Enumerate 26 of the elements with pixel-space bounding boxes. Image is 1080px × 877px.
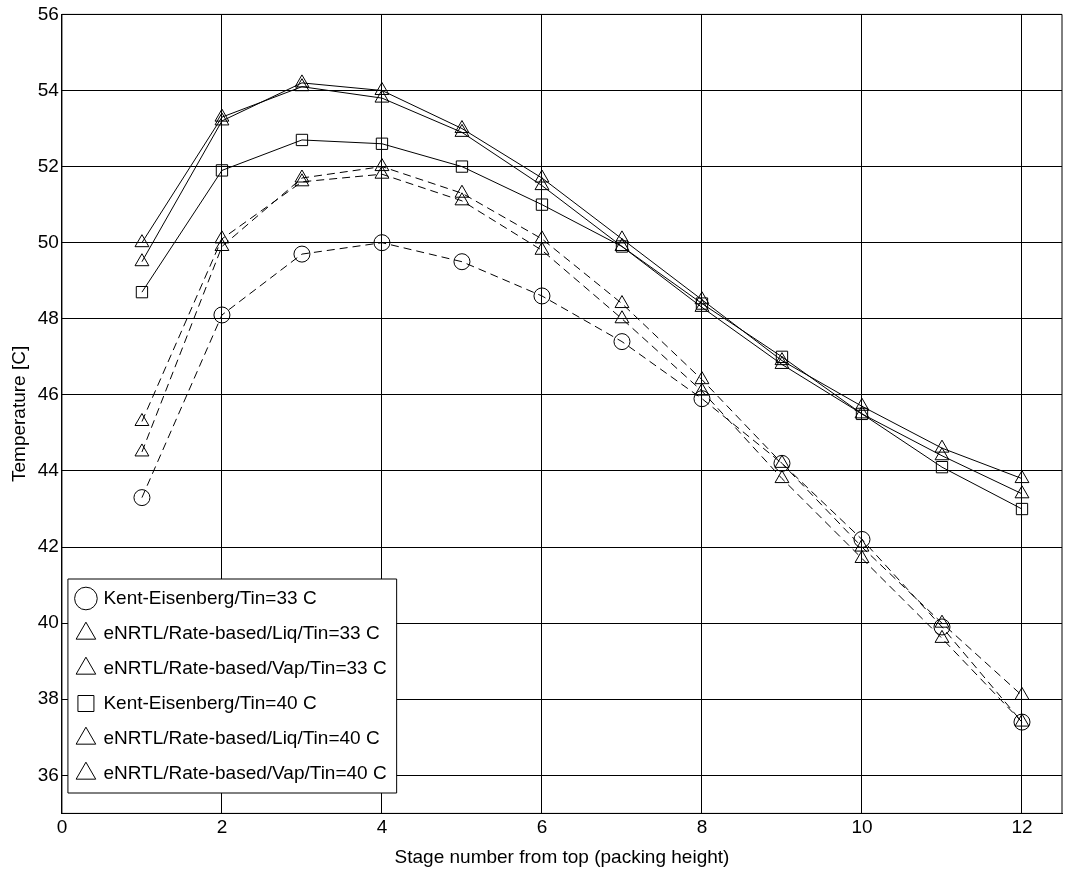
legend-label: eNRTL/Rate-based/Vap/Tin=40 C xyxy=(103,761,387,783)
y-tick-label: 48 xyxy=(37,307,59,329)
y-tick-label: 50 xyxy=(37,230,59,252)
y-tick-label: 36 xyxy=(37,763,59,785)
y-tick-label: 44 xyxy=(37,459,60,481)
x-tick-label: 4 xyxy=(376,816,388,838)
y-tick-label: 52 xyxy=(37,154,59,176)
x-axis-title: Stage number from top (packing height) xyxy=(394,845,730,867)
y-tick-label: 56 xyxy=(37,2,59,24)
x-tick-label: 6 xyxy=(536,816,548,838)
legend-label: Kent-Eisenberg/Tin=33 C xyxy=(103,586,317,608)
y-tick-label: 40 xyxy=(37,611,59,633)
y-tick-label: 42 xyxy=(37,535,59,557)
x-tick-label: 8 xyxy=(696,816,708,838)
legend-label: eNRTL/Rate-based/Vap/Tin=33 C xyxy=(103,656,387,678)
x-tick-label: 2 xyxy=(216,816,228,838)
y-tick-label: 46 xyxy=(37,383,59,405)
y-tick-label: 54 xyxy=(37,78,60,100)
legend-label: Kent-Eisenberg/Tin=40 C xyxy=(103,691,317,713)
x-tick-label: 12 xyxy=(1011,816,1033,838)
legend-label: eNRTL/Rate-based/Liq/Tin=33 C xyxy=(103,621,380,643)
legend-label: eNRTL/Rate-based/Liq/Tin=40 C xyxy=(103,726,380,748)
y-axis-title: Temperature [C] xyxy=(7,345,29,483)
x-tick-label: 0 xyxy=(56,816,68,838)
y-tick-label: 38 xyxy=(37,687,59,709)
x-tick-label: 10 xyxy=(851,816,873,838)
